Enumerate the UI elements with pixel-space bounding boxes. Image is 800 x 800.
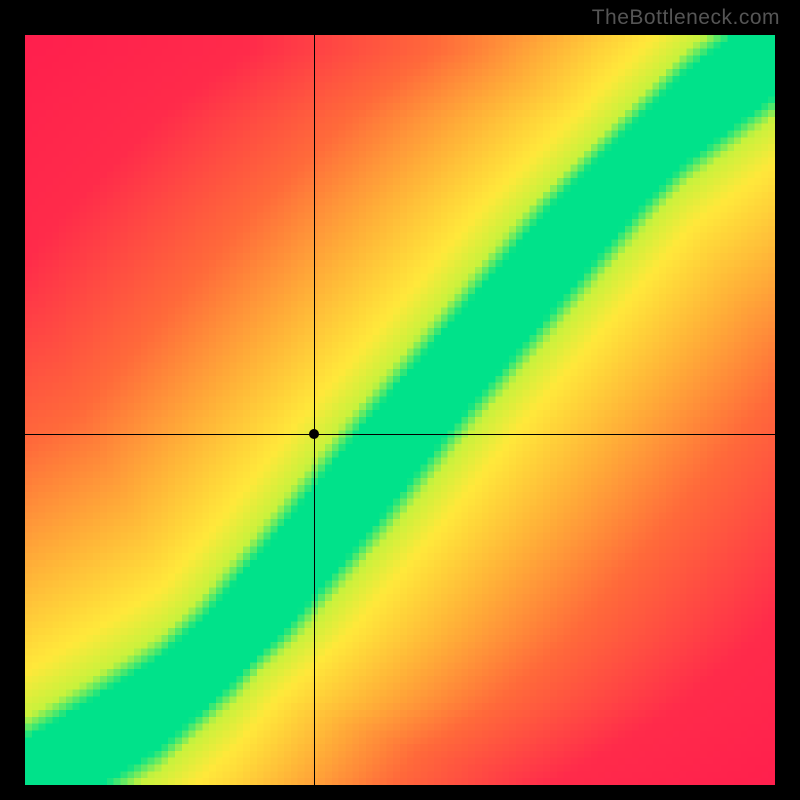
- marker-dot: [309, 429, 319, 439]
- heatmap-canvas: [25, 35, 775, 785]
- crosshair-horizontal: [25, 434, 775, 435]
- watermark-text: TheBottleneck.com: [592, 6, 780, 30]
- crosshair-vertical: [314, 35, 315, 785]
- heatmap-chart: [25, 35, 775, 785]
